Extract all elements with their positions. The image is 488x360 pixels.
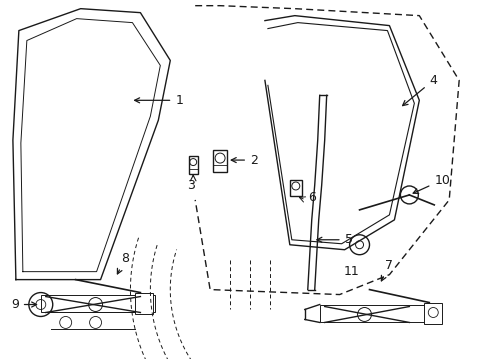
Text: 3: 3 xyxy=(187,179,195,192)
Text: 5: 5 xyxy=(316,233,352,246)
Text: 2: 2 xyxy=(231,154,257,167)
Bar xyxy=(41,294,155,312)
Bar xyxy=(189,156,198,174)
Text: 1: 1 xyxy=(134,94,183,107)
Text: 10: 10 xyxy=(412,174,449,193)
Bar xyxy=(289,180,301,196)
Text: 8: 8 xyxy=(117,252,129,274)
Text: 7: 7 xyxy=(381,258,393,281)
Text: 4: 4 xyxy=(402,74,436,105)
Text: 9: 9 xyxy=(11,298,37,311)
Bar xyxy=(319,305,433,323)
Bar xyxy=(213,150,226,172)
Bar xyxy=(135,293,153,315)
Text: 6: 6 xyxy=(307,192,315,204)
Text: 11: 11 xyxy=(343,265,359,278)
Bar xyxy=(424,302,441,324)
